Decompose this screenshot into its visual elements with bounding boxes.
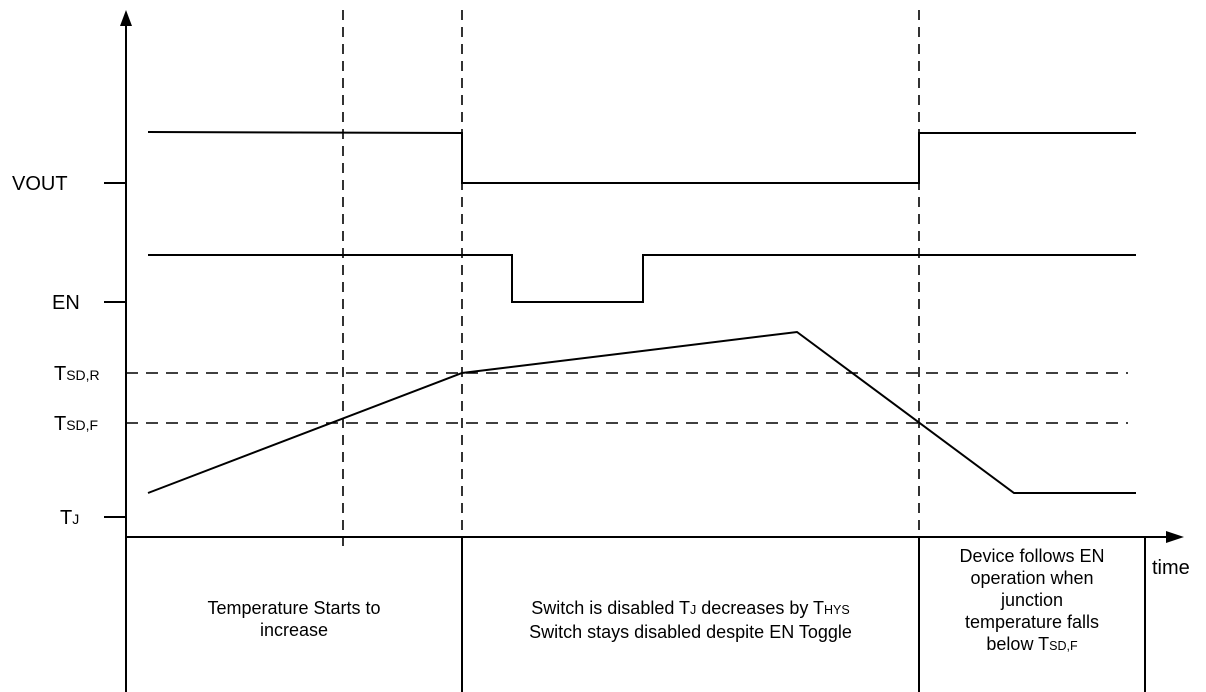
phase-1-line-2: increase (259, 620, 329, 640)
phase-3-line-2: operation when (970, 568, 1094, 588)
en-label: EN (52, 292, 80, 314)
phase-3-line-3: junction (1000, 590, 1064, 610)
phase-3-line-4: temperature falls (964, 612, 1100, 632)
phase-3-line-1: Device follows EN (959, 546, 1105, 566)
phase-1-description: Temperature Starts to increase (126, 597, 462, 641)
tj-label: TJ (60, 507, 79, 529)
tj-waveform (147, 330, 1136, 494)
x-axis-arrow (1166, 531, 1184, 543)
tsdf-label: TSD,F (54, 413, 98, 435)
phase-2-description: Switch is disabled TJ decreases by THYS … (462, 597, 919, 643)
time-axis-label: time (1152, 557, 1190, 579)
vout-waveform (147, 131, 1136, 184)
phase-2-line-2: Switch stays disabled despite EN Toggle (529, 622, 852, 642)
en-waveform (148, 254, 1136, 303)
vout-label: VOUT (12, 173, 68, 195)
phase-3-description: Device follows EN operation when junctio… (919, 545, 1145, 657)
phase-1-line-1: Temperature Starts to (207, 598, 381, 618)
phase-2-line-1: Switch is disabled TJ decreases by THYS (531, 598, 850, 618)
tsdr-label: TSD,R (54, 363, 100, 385)
phase-3-line-5: below TSD,F (986, 634, 1078, 654)
y-axis-arrow (120, 10, 132, 26)
